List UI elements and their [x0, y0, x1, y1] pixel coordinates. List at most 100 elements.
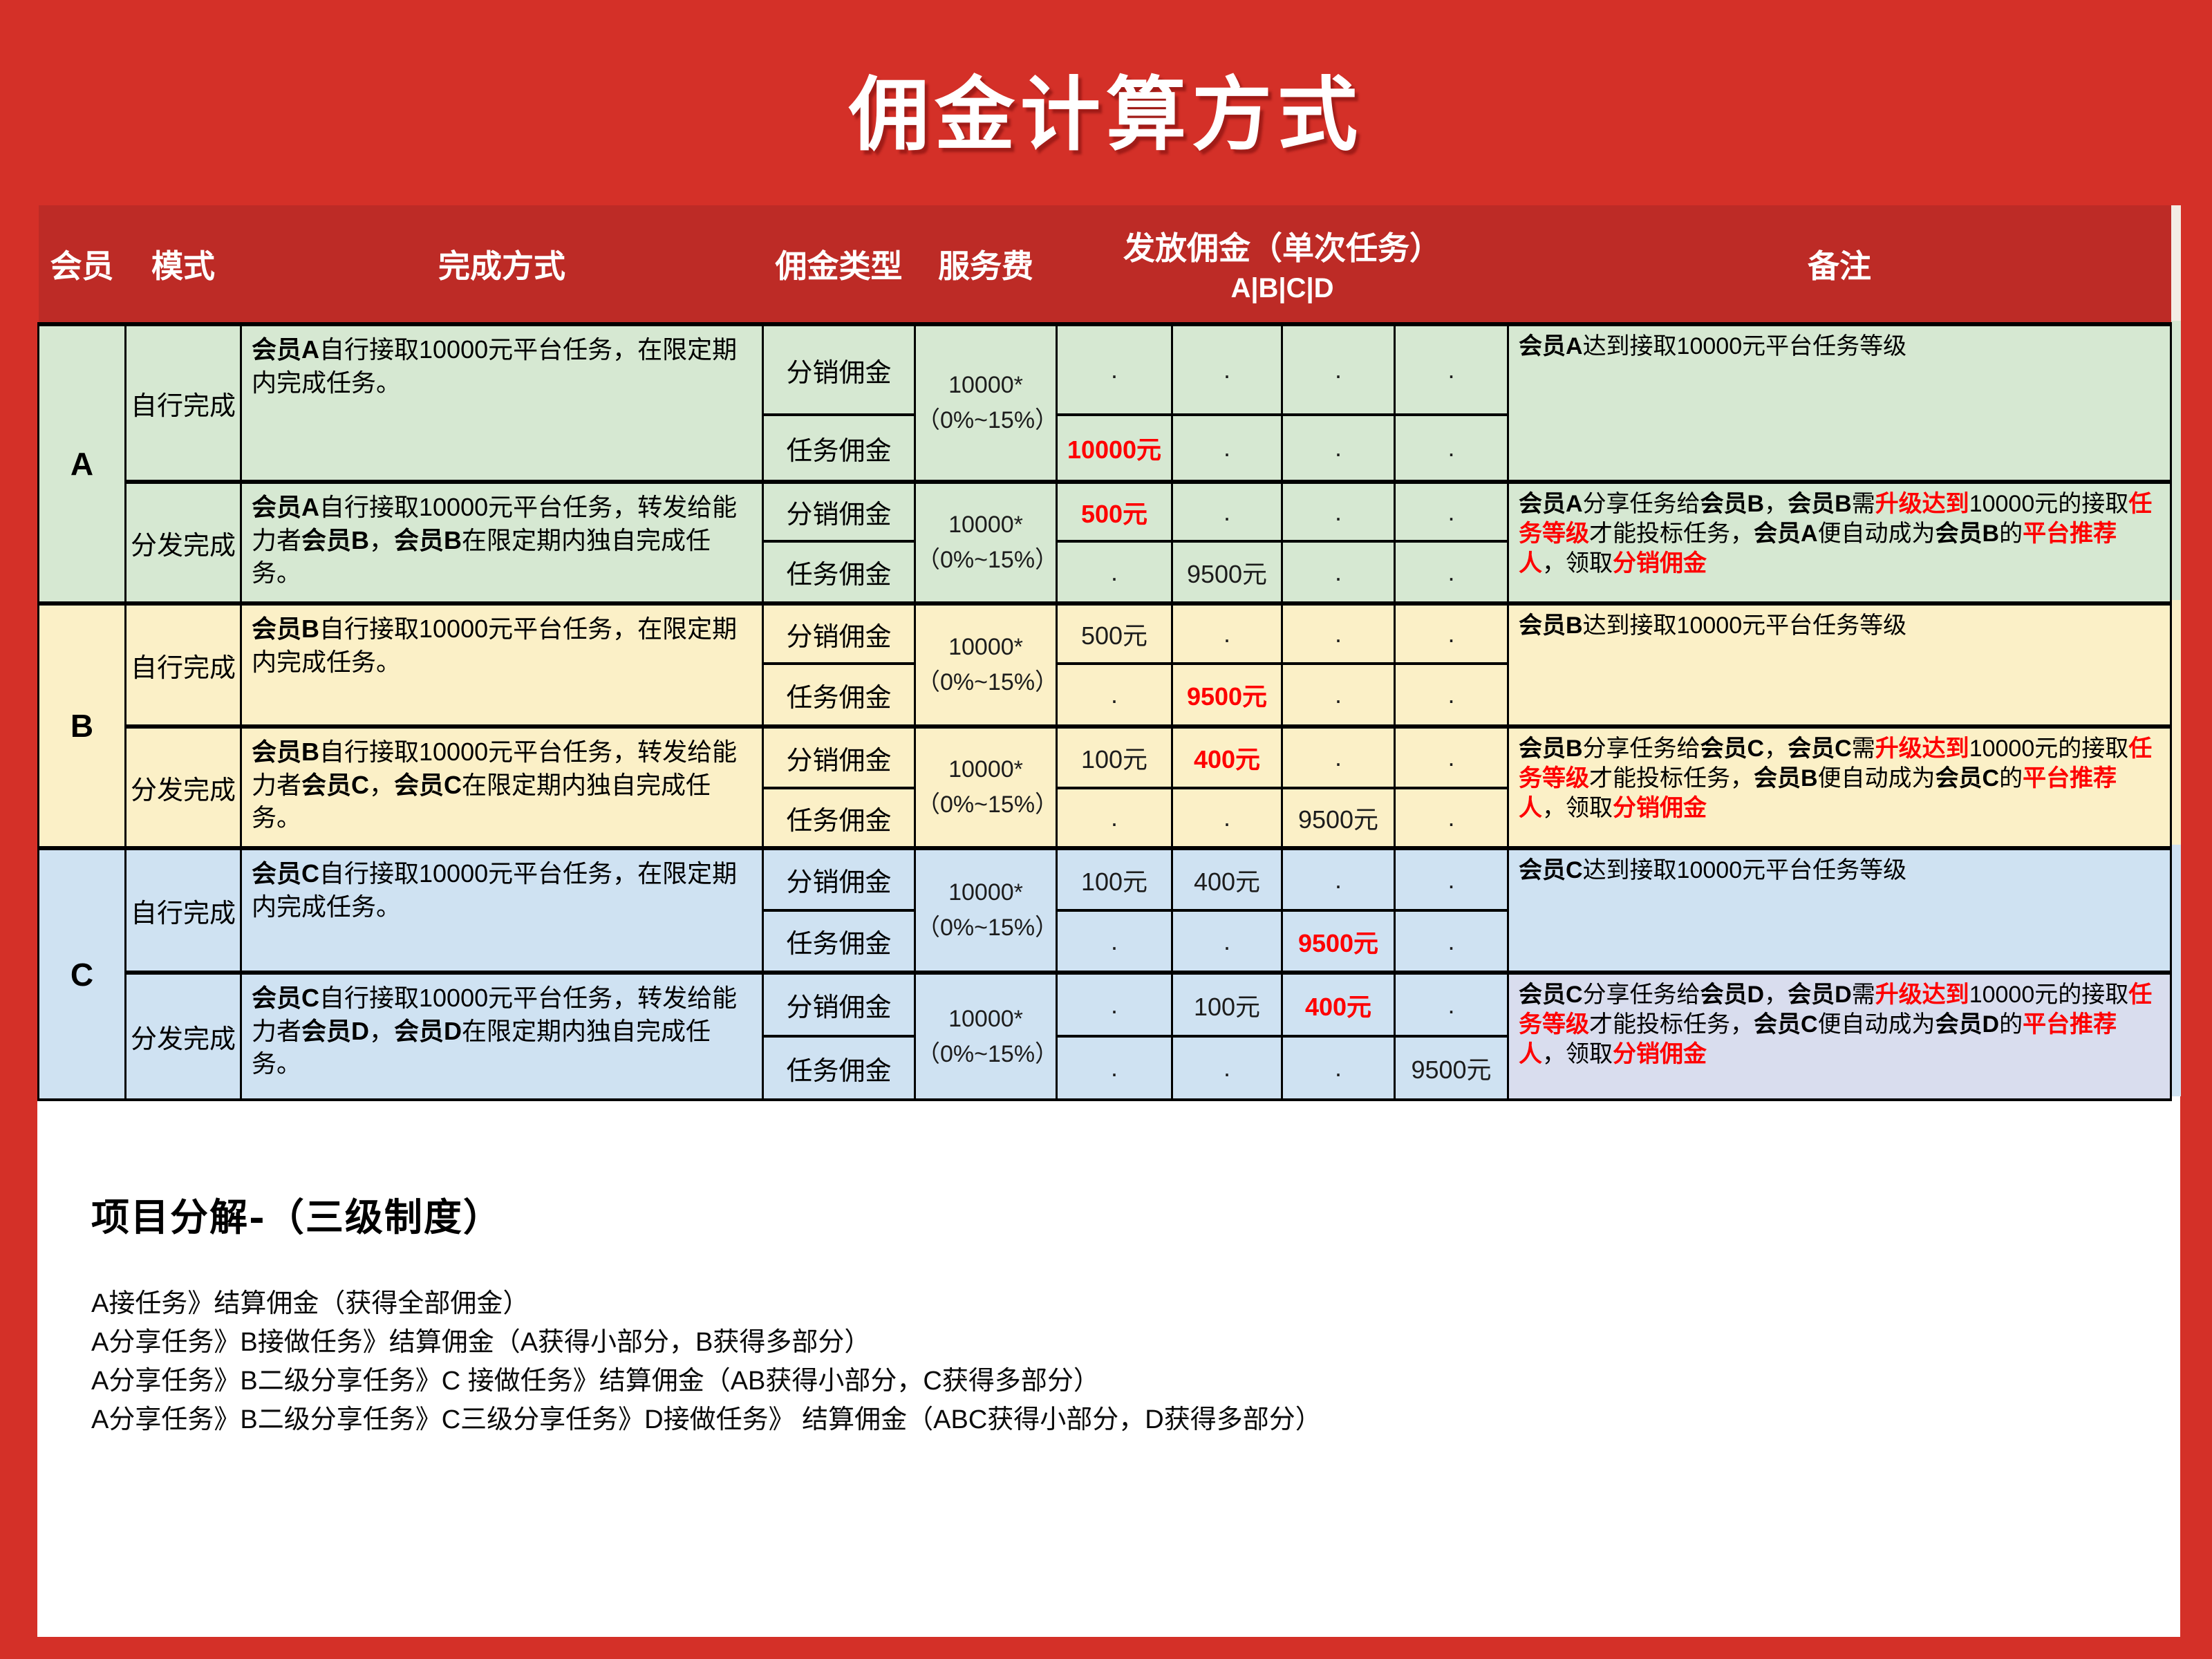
text: 才能投标任务，	[1589, 521, 1754, 547]
member-cell: C	[37, 846, 126, 1101]
table-row: B 自行完成 会员B自行接取10000元平台任务，在限定期内完成任务。 分销佣金 100…	[37, 601, 2172, 850]
page-title: 佣金计算方式	[849, 68, 1363, 162]
payout-value: .	[1223, 355, 1230, 384]
payout-value: 500元	[1080, 621, 1148, 650]
highlighted-text: 任务等级	[1519, 491, 2153, 547]
bold-text: 会员D	[394, 1016, 462, 1045]
payout-cell-c: .	[1281, 1035, 1396, 1101]
fee-amount: 10000*	[948, 634, 1023, 660]
payout-value: .	[1223, 497, 1230, 526]
bold-text: 会员A	[1519, 491, 1583, 517]
payout-value: .	[1447, 557, 1455, 586]
bold-text: 会员C	[394, 770, 462, 799]
payout-cell-b: 100元	[1171, 971, 1283, 1038]
text: 自行接取10000元平台任务，在限定期内完成任务。	[252, 615, 738, 676]
payout-cell-a: .	[1056, 971, 1173, 1038]
payout-value: 500元	[1080, 499, 1148, 528]
service-fee-cell: 10000* （0%~15%）	[914, 846, 1058, 974]
commission-type-cell: 任务佣金	[762, 413, 916, 483]
payout-cell-b: 9500元	[1171, 540, 1283, 605]
text: 需	[1851, 491, 1875, 517]
text: 的	[1999, 1011, 2023, 1038]
payout-cell-b: .	[1171, 601, 1283, 665]
bold-text: 会员B	[1754, 765, 1818, 792]
text: 需	[1851, 982, 1875, 1008]
payout-cell-b: .	[1171, 322, 1283, 416]
bold-text: 会员C	[1519, 857, 1583, 883]
payout-value: 400元	[1193, 745, 1261, 774]
text: ，领取	[1542, 550, 1613, 577]
bottom-panel	[37, 1096, 2180, 1637]
text: ，领取	[1542, 1041, 1613, 1068]
payout-value: 10000元	[1067, 435, 1162, 464]
text: 在限定期内独自完成任务。	[252, 770, 711, 832]
payout-cell-a: .	[1056, 909, 1173, 974]
service-fee-cell: 10000* （0%~15%）	[914, 480, 1058, 605]
bold-text: 会员B	[1519, 735, 1583, 762]
table-row: 分发完成 会员C自行接取10000元平台任务，转发给能力者会员D，会员D在限定期内…	[39, 971, 2172, 1101]
bold-text: 会员B	[1519, 612, 1583, 639]
remark-cell: 会员A分享任务给会员B，会员B需升级达到10000元的接取任务等级才能投标任务，…	[1507, 480, 2172, 605]
bold-text: 会员C	[1519, 982, 1583, 1008]
bold-text: 会员D	[1788, 982, 1852, 1008]
payout-cell-d: .	[1394, 724, 1509, 789]
payout-value: .	[1110, 680, 1118, 709]
fee-amount: 10000*	[948, 1005, 1023, 1032]
highlighted-text: 分销佣金	[1613, 550, 1707, 577]
text: 的	[1999, 521, 2023, 547]
table-row: 任务佣金... 9500元	[39, 1035, 2171, 1101]
commission-table: 会员 模式 完成方式 佣金类型 服务费 发放佣金（单次任务） A|B|C|D 备…	[37, 205, 2172, 1101]
bold-text: 会员C	[1754, 1011, 1818, 1038]
mode-cell: 自行完成	[124, 322, 242, 483]
table-edge-sliver-b	[2170, 600, 2181, 845]
table-row: 任务佣金.. 9500元.	[39, 909, 2171, 974]
payout-cell-c: .	[1281, 540, 1396, 605]
header-member: 会员	[38, 205, 126, 324]
payout-value: .	[1223, 803, 1230, 832]
highlighted-text: 升级达到	[1875, 491, 1969, 517]
remark-cell: 会员C达到接取10000元平台任务等级	[1507, 846, 2172, 974]
remark-cell: 会员A达到接取10000元平台任务等级	[1507, 322, 2172, 483]
commission-type-cell: 任务佣金	[762, 787, 916, 850]
payout-cell-b: .	[1171, 1035, 1283, 1101]
payout-cell-d: .	[1394, 601, 1509, 665]
bold-text: 会员C	[1935, 765, 2000, 792]
fee-amount: 10000*	[948, 879, 1023, 906]
payout-cell-a: 500元	[1056, 480, 1173, 543]
text: ，	[369, 525, 395, 554]
payout-value: .	[1334, 865, 1342, 894]
text: ，	[369, 770, 395, 799]
text: 达到接取10000元平台任务等级	[1582, 612, 1907, 639]
payout-cell-b: 400元	[1171, 724, 1283, 789]
payout-cell-d: .	[1394, 413, 1509, 483]
highlighted-text: 平台推荐人	[1519, 1011, 2117, 1068]
payout-value: .	[1334, 497, 1342, 526]
bold-text: 会员B	[394, 525, 462, 554]
text: ，	[1764, 735, 1788, 762]
text: 在限定期内独自完成任务。	[252, 525, 711, 588]
description-cell: 会员B自行接取10000元平台任务，转发给能力者会员C，会员C在限定期内独自完成…	[240, 724, 764, 850]
commission-type-cell: 分销佣金	[762, 724, 916, 789]
text: 达到接取10000元平台任务等级	[1582, 333, 1907, 359]
description-cell: 会员C自行接取10000元平台任务，在限定期内完成任务。	[240, 846, 764, 974]
text: 10000元的接取	[1969, 735, 2129, 762]
payout-value: 9500元	[1186, 559, 1268, 588]
payout-value: .	[1223, 1053, 1230, 1082]
payout-cell-c: .	[1281, 480, 1396, 543]
breakdown-line: A接任务》结算佣金（获得全部佣金）	[91, 1289, 529, 1318]
payout-cell-d: .	[1394, 480, 1509, 543]
bold-text: 会员C	[301, 770, 370, 799]
highlighted-text: 分销佣金	[1613, 1041, 1707, 1068]
payout-value: .	[1110, 557, 1118, 586]
payout-cell-b: .	[1171, 413, 1283, 483]
bold-text: 会员A	[1519, 333, 1583, 359]
payout-value: .	[1223, 926, 1230, 955]
fee-rate: （0%~15%）	[917, 547, 1057, 573]
text: 在限定期内独自完成任务。	[252, 1016, 711, 1078]
payout-value: .	[1447, 433, 1455, 462]
payout-value: 400元	[1304, 992, 1372, 1021]
text: 便自动成为	[1817, 765, 1936, 792]
service-fee-cell: 10000* （0%~15%）	[914, 971, 1058, 1101]
payout-cell-d: .	[1394, 787, 1509, 850]
